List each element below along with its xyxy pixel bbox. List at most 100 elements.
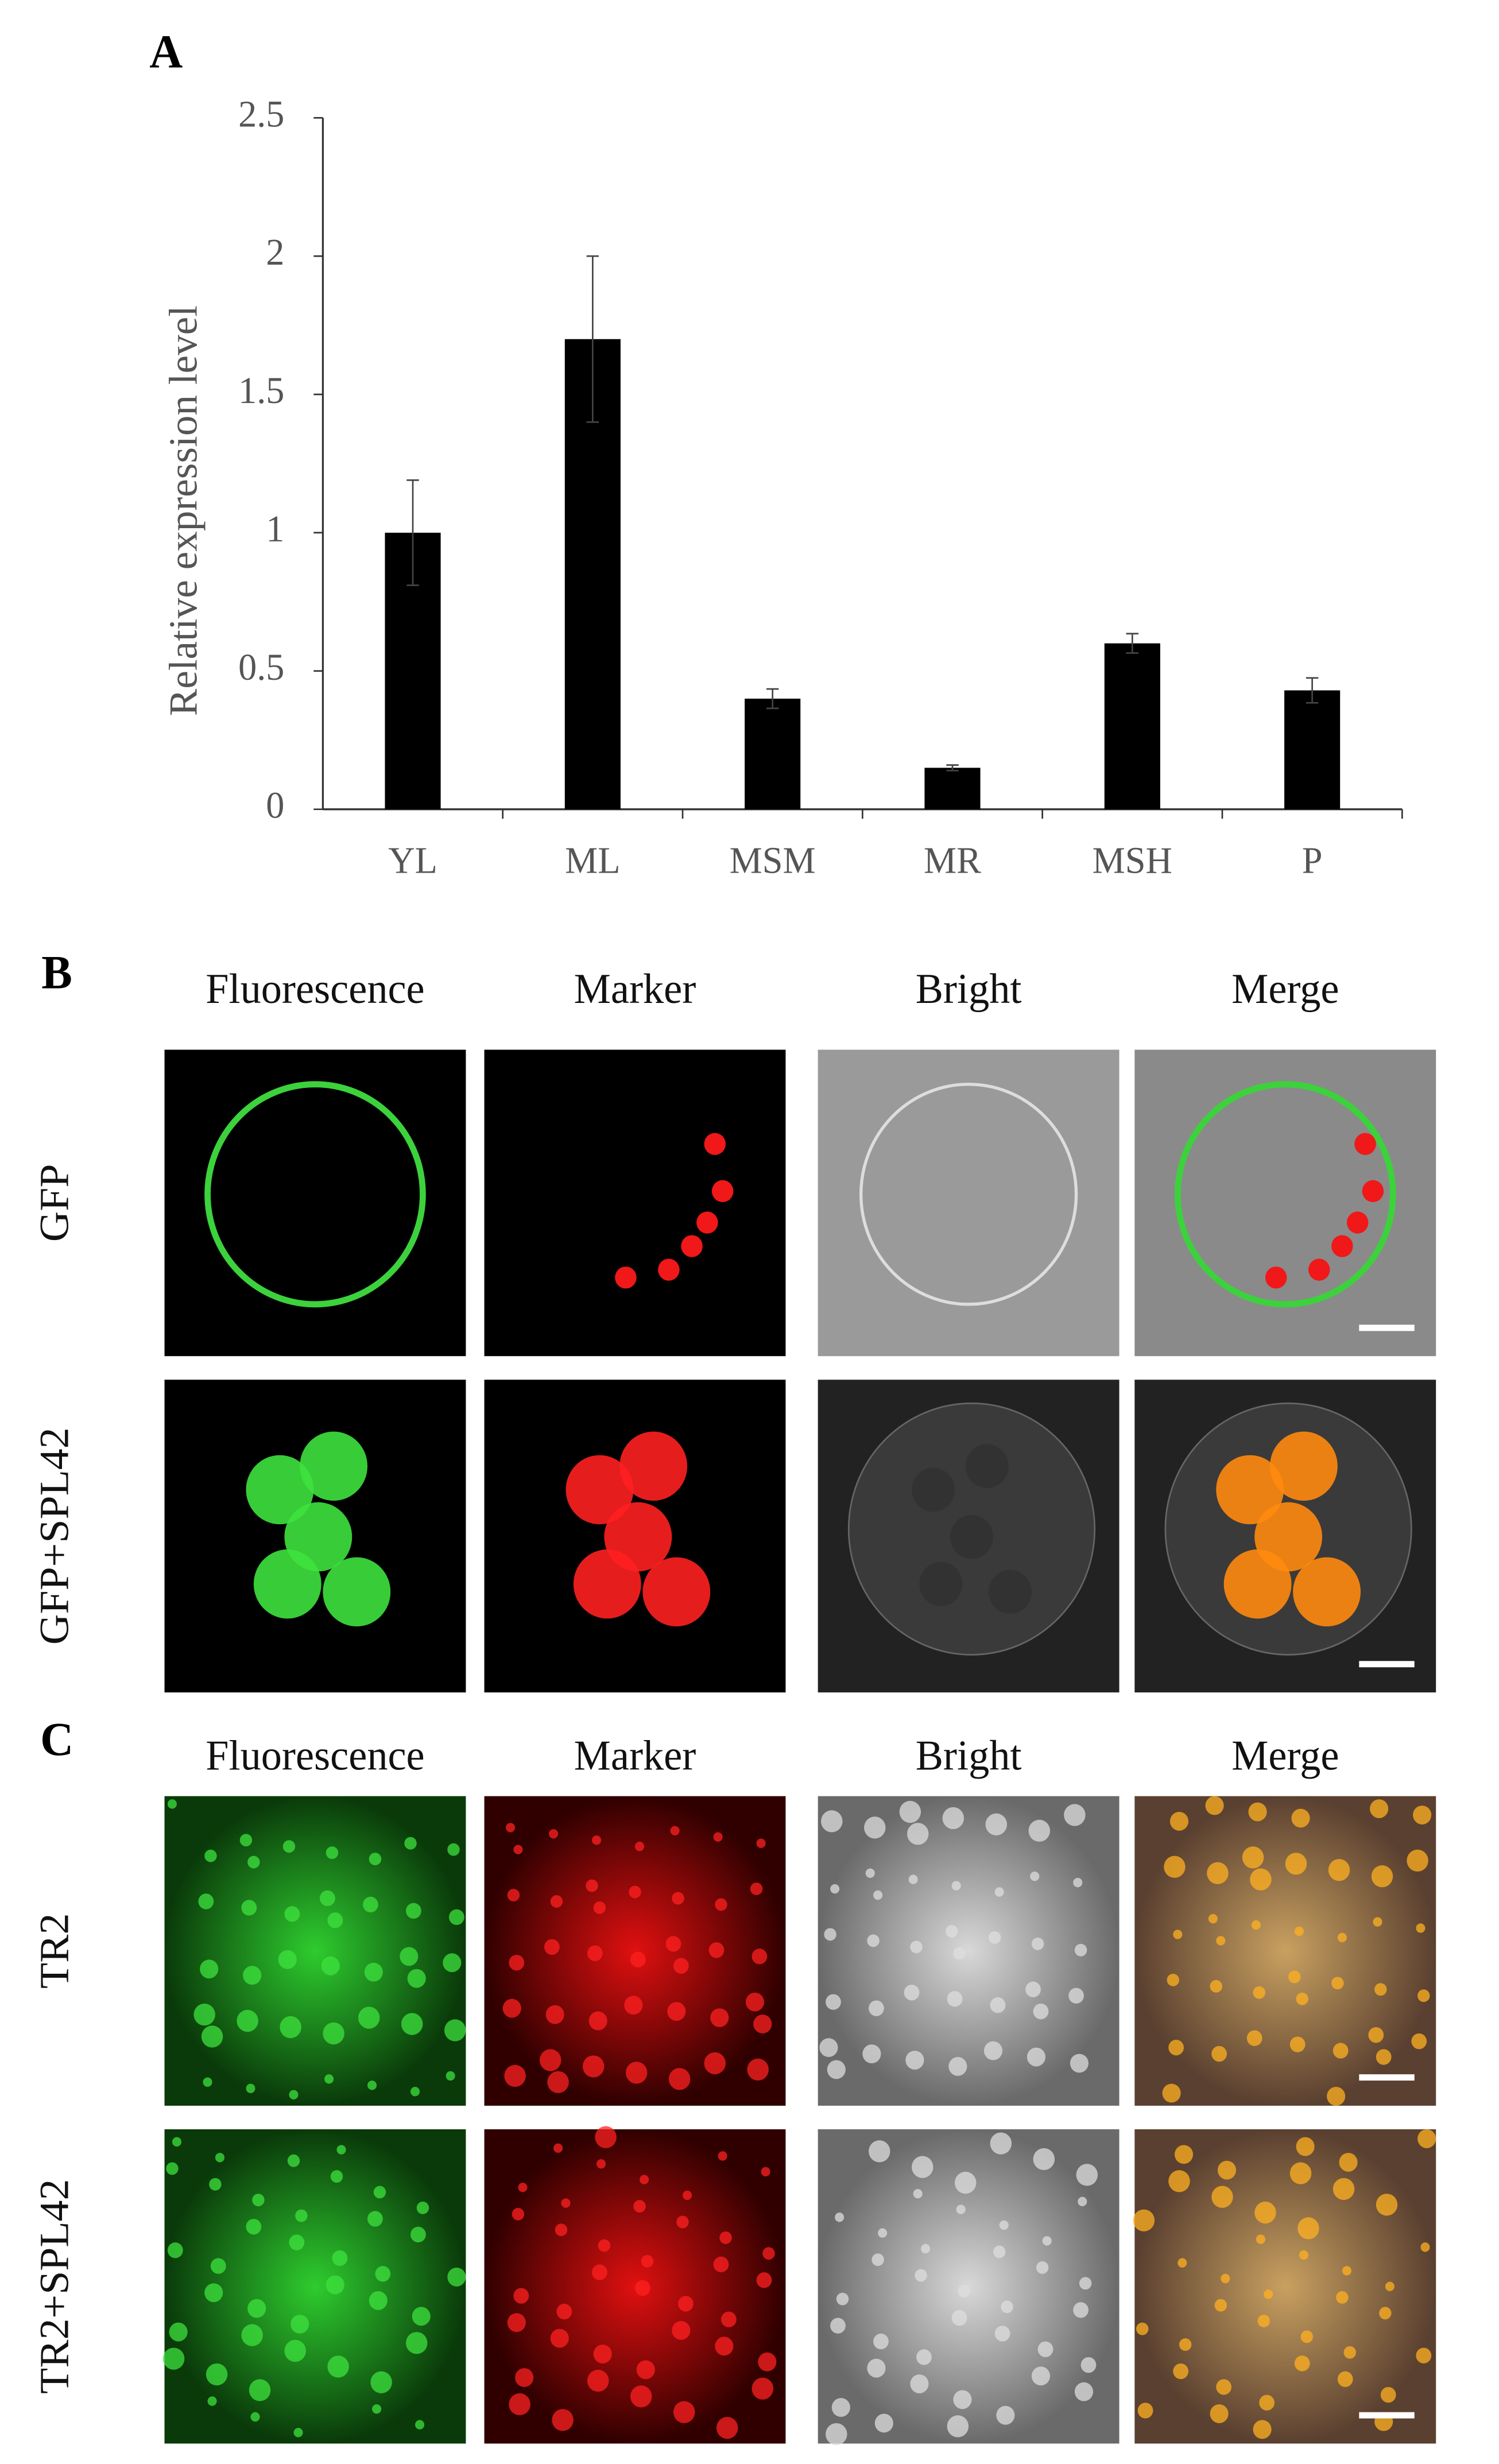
spot bbox=[919, 1562, 963, 1606]
spot bbox=[752, 2377, 774, 2400]
spot bbox=[207, 2396, 217, 2406]
spot bbox=[1300, 2330, 1313, 2343]
spot bbox=[280, 2016, 301, 2039]
spot bbox=[1073, 1878, 1083, 1888]
spot bbox=[831, 2398, 850, 2417]
spot bbox=[284, 2339, 306, 2362]
spot bbox=[320, 1890, 335, 1907]
spot bbox=[593, 2344, 612, 2364]
spot bbox=[507, 2313, 526, 2333]
spot bbox=[676, 2215, 689, 2229]
spot bbox=[1214, 2299, 1227, 2312]
y-tick-label: 0.5 bbox=[238, 646, 284, 688]
error-bar bbox=[1126, 633, 1139, 654]
panel-label: A bbox=[149, 26, 183, 78]
spot bbox=[512, 2207, 525, 2221]
spot bbox=[1168, 2039, 1184, 2056]
bar bbox=[1104, 643, 1160, 809]
spot bbox=[1207, 1862, 1229, 1884]
spot bbox=[1033, 2003, 1049, 2020]
spot bbox=[1205, 1796, 1224, 1815]
spot bbox=[667, 2002, 686, 2021]
spot bbox=[1331, 1235, 1353, 1257]
spot bbox=[550, 1895, 563, 1908]
spot bbox=[668, 2068, 691, 2090]
spot bbox=[209, 2178, 222, 2191]
spot bbox=[604, 1502, 672, 1572]
spot bbox=[908, 1874, 918, 1884]
spot bbox=[364, 1962, 383, 1982]
spot bbox=[553, 2143, 563, 2153]
spot bbox=[289, 2090, 299, 2099]
spot bbox=[1288, 1970, 1301, 1983]
spot bbox=[1331, 1977, 1344, 1990]
spot bbox=[1074, 1943, 1087, 1957]
spot bbox=[921, 2244, 931, 2254]
spot bbox=[719, 2231, 732, 2244]
spot bbox=[167, 1799, 177, 1809]
spot bbox=[713, 1832, 723, 1842]
spot bbox=[634, 1842, 645, 1851]
spot bbox=[673, 1958, 689, 1974]
spot bbox=[899, 1800, 921, 1823]
spot bbox=[1265, 1266, 1287, 1289]
spot bbox=[955, 2171, 977, 2194]
error-bar bbox=[406, 479, 419, 586]
spot bbox=[624, 1996, 643, 2015]
spot bbox=[1354, 1133, 1376, 1155]
spot bbox=[718, 2151, 727, 2161]
spot bbox=[993, 2245, 1006, 2258]
spot bbox=[670, 1826, 680, 1836]
spot bbox=[878, 2228, 888, 2238]
spot bbox=[1001, 2300, 1013, 2314]
spot bbox=[561, 2198, 571, 2208]
spot bbox=[835, 2213, 845, 2222]
spot bbox=[237, 2009, 258, 2032]
spot bbox=[502, 1998, 521, 2018]
spot bbox=[947, 2415, 969, 2438]
spot bbox=[203, 2077, 212, 2087]
spot bbox=[250, 2412, 260, 2422]
spot bbox=[193, 2003, 215, 2026]
spot bbox=[241, 1900, 257, 1916]
spot bbox=[625, 2062, 648, 2084]
error-bar bbox=[1306, 677, 1319, 704]
spot bbox=[167, 2242, 183, 2258]
spot bbox=[1308, 1258, 1330, 1281]
micrographs bbox=[162, 1049, 1436, 2446]
spot bbox=[1297, 2217, 1319, 2240]
spot bbox=[867, 2358, 886, 2378]
spot bbox=[953, 1947, 966, 1960]
spot bbox=[509, 1955, 525, 1971]
spot bbox=[1250, 1868, 1272, 1890]
spot bbox=[332, 2250, 348, 2267]
spot bbox=[367, 2211, 383, 2227]
spot bbox=[1168, 2170, 1190, 2192]
spot bbox=[447, 2267, 466, 2287]
spot bbox=[598, 2239, 611, 2252]
spot bbox=[750, 1882, 763, 1896]
spot bbox=[404, 1837, 417, 1850]
spot bbox=[905, 2051, 924, 2070]
spot bbox=[988, 1931, 1001, 1944]
spot bbox=[448, 1909, 464, 1926]
panel-label: C bbox=[40, 1713, 73, 1765]
spot bbox=[596, 2159, 606, 2169]
spot bbox=[336, 2145, 346, 2155]
error-bar bbox=[586, 255, 599, 423]
spot bbox=[874, 2413, 893, 2433]
spot bbox=[956, 2205, 966, 2214]
spot bbox=[711, 1180, 734, 1202]
spot bbox=[1257, 2314, 1270, 2327]
spot bbox=[1074, 2382, 1094, 2401]
spot bbox=[951, 1881, 961, 1890]
spot bbox=[323, 2022, 344, 2045]
spot bbox=[592, 2264, 607, 2280]
spot bbox=[869, 2000, 884, 2016]
spot bbox=[836, 2292, 849, 2306]
spot bbox=[912, 2156, 934, 2178]
column-heading: Merge bbox=[1231, 965, 1339, 1012]
spot bbox=[867, 1934, 880, 1947]
spot bbox=[592, 1835, 602, 1845]
spot bbox=[1070, 2054, 1089, 2073]
